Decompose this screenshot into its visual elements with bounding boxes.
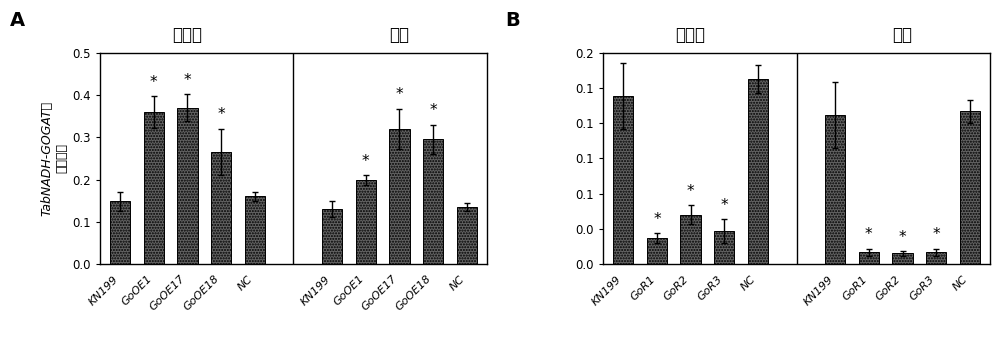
Bar	[680, 215, 701, 264]
Bar	[613, 96, 633, 264]
Bar	[859, 252, 879, 264]
Text: 地上部: 地上部	[676, 26, 706, 44]
Text: *: *	[865, 227, 873, 243]
Bar	[144, 112, 164, 264]
Bar	[423, 139, 443, 264]
Bar	[389, 129, 410, 264]
Text: *: *	[184, 73, 191, 88]
Text: B: B	[505, 11, 520, 30]
Bar	[892, 253, 913, 264]
Text: *: *	[429, 103, 437, 118]
Text: *: *	[653, 212, 661, 227]
Text: *: *	[687, 184, 694, 199]
Text: *: *	[899, 230, 906, 245]
Bar	[110, 201, 130, 264]
Text: A: A	[10, 11, 25, 30]
Bar	[177, 108, 198, 264]
Text: *: *	[362, 154, 370, 169]
Bar	[926, 252, 946, 264]
Text: 根系: 根系	[389, 26, 409, 44]
Bar	[714, 231, 734, 264]
Bar	[748, 78, 768, 264]
Text: *: *	[932, 227, 940, 243]
Text: *: *	[720, 198, 728, 213]
Y-axis label: TabNADH-GOGAT相
对表达量: TabNADH-GOGAT相 对表达量	[40, 101, 68, 216]
Text: *: *	[150, 75, 158, 89]
Bar	[245, 196, 265, 264]
Bar	[457, 207, 477, 264]
Text: *: *	[396, 87, 403, 102]
Bar	[825, 115, 845, 264]
Text: 根系: 根系	[893, 26, 913, 44]
Bar	[960, 112, 980, 264]
Text: *: *	[217, 107, 225, 122]
Bar	[356, 180, 376, 264]
Text: 地上部: 地上部	[172, 26, 202, 44]
Bar	[322, 209, 342, 264]
Bar	[211, 152, 231, 264]
Bar	[647, 238, 667, 264]
